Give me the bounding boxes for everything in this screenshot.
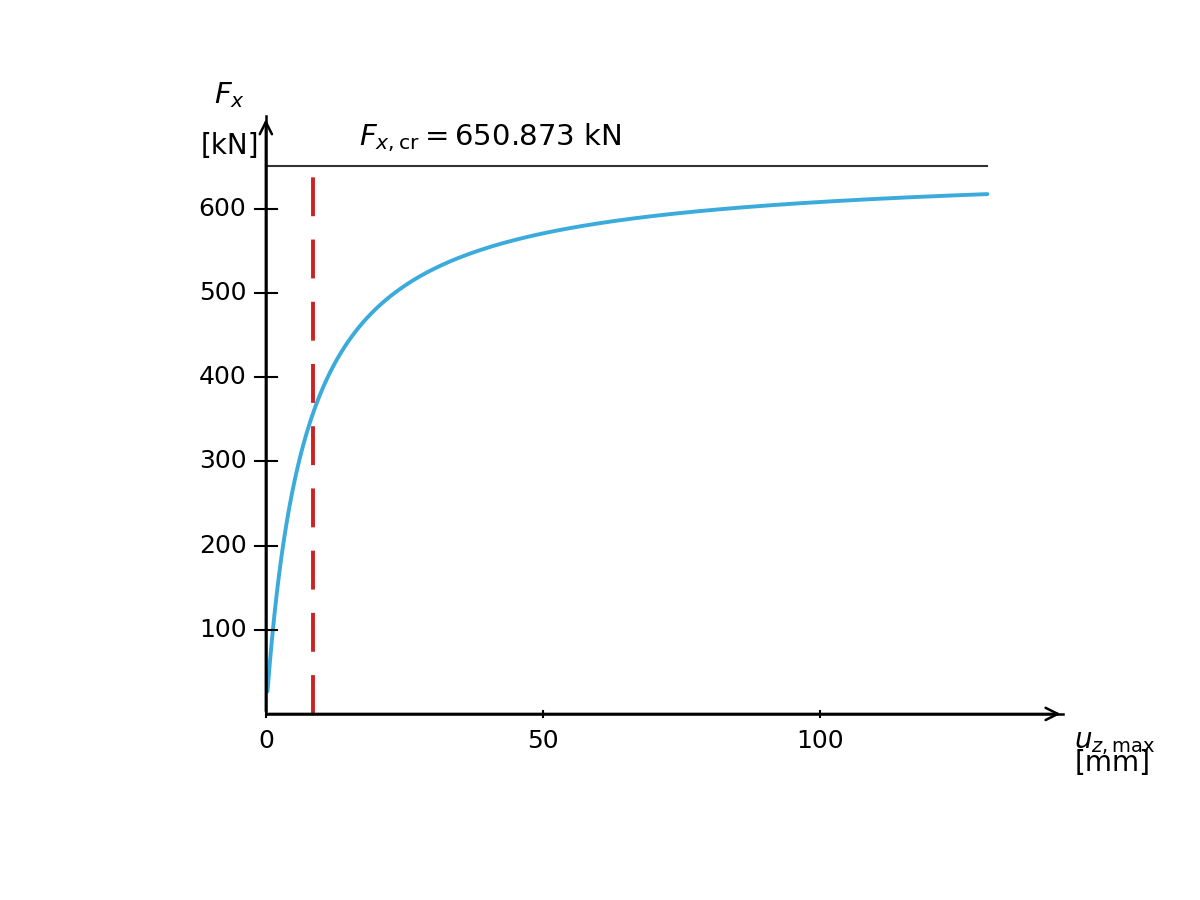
Text: $F_x$: $F_x$	[215, 80, 245, 110]
Text: [mm]: [mm]	[1074, 750, 1151, 778]
Text: 100: 100	[199, 617, 246, 642]
Text: 400: 400	[199, 365, 246, 390]
Text: 600: 600	[199, 197, 246, 221]
Text: 0: 0	[258, 729, 274, 753]
Text: 100: 100	[796, 729, 844, 753]
Text: 500: 500	[199, 281, 246, 305]
Text: 50: 50	[527, 729, 558, 753]
Text: 300: 300	[199, 449, 246, 473]
Text: [kN]: [kN]	[200, 131, 259, 159]
Text: $u_{z,\mathrm{max}}$: $u_{z,\mathrm{max}}$	[1074, 729, 1156, 757]
Text: $F_{x,\mathrm{cr}} = 650.873\ \mathrm{kN}$: $F_{x,\mathrm{cr}} = 650.873\ \mathrm{kN…	[359, 122, 622, 155]
Text: 200: 200	[199, 534, 246, 558]
